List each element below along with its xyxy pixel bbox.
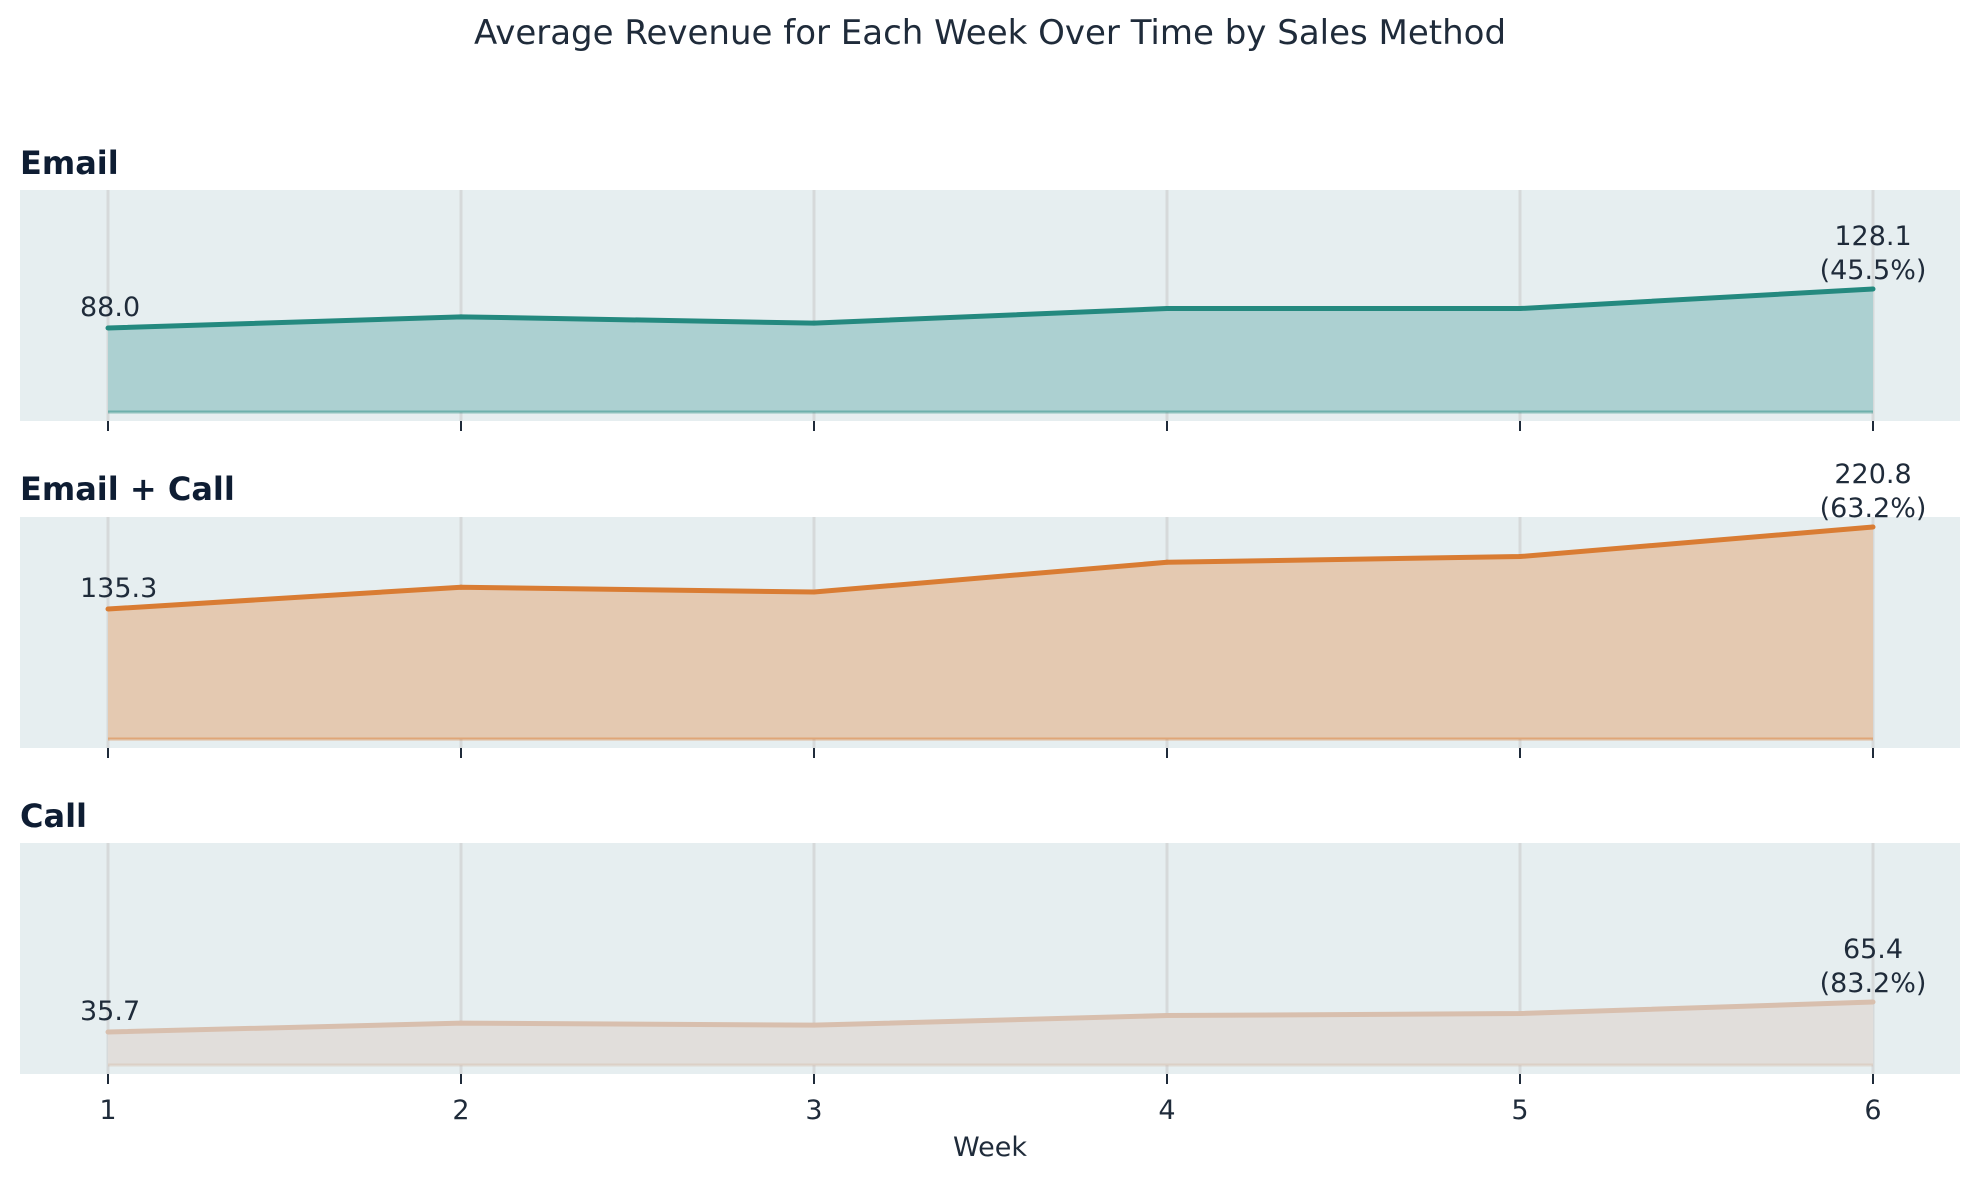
series-line bbox=[107, 999, 1874, 1035]
chart-title: Average Revenue for Each Week Over Time … bbox=[474, 13, 1506, 53]
data-point bbox=[458, 584, 464, 590]
data-point bbox=[811, 589, 817, 595]
x-tick-label: 6 bbox=[1864, 1095, 1881, 1126]
series-line bbox=[107, 286, 1874, 331]
start-value-label: 35.7 bbox=[80, 996, 140, 1027]
data-point bbox=[1164, 559, 1170, 565]
panel-call: Call 35.7 65.4(83.2%) 1 2 3 4 5 6 bbox=[20, 797, 1960, 1126]
data-point bbox=[1517, 554, 1523, 560]
data-point bbox=[458, 1020, 464, 1026]
end-value-label: 220.8 bbox=[1834, 459, 1911, 490]
end-value-label: 128.1 bbox=[1834, 221, 1911, 252]
panel-email: Email 88.0 128.1(45.5%) bbox=[20, 144, 1960, 431]
x-tick-label: 5 bbox=[1511, 1095, 1528, 1126]
end-percent-label: (45.5%) bbox=[1820, 255, 1927, 286]
data-point bbox=[105, 325, 111, 331]
data-point bbox=[105, 1029, 111, 1035]
area-fill bbox=[108, 1002, 1873, 1065]
data-point bbox=[811, 1022, 817, 1028]
data-point bbox=[811, 320, 817, 326]
data-point bbox=[105, 606, 111, 612]
x-tick-label: 3 bbox=[805, 1095, 822, 1126]
panel-title: Email bbox=[20, 144, 119, 182]
data-point bbox=[458, 314, 464, 320]
x-tick-label: 4 bbox=[1158, 1095, 1175, 1126]
series-line bbox=[107, 524, 1874, 612]
x-tick-label: 1 bbox=[99, 1095, 116, 1126]
data-point bbox=[1870, 999, 1876, 1005]
end-percent-label: (63.2%) bbox=[1820, 493, 1927, 524]
panel-title: Email + Call bbox=[20, 470, 235, 508]
x-tick-label: 2 bbox=[452, 1095, 469, 1126]
data-point bbox=[1164, 306, 1170, 312]
data-point bbox=[1164, 1013, 1170, 1019]
panel-title: Call bbox=[20, 797, 87, 835]
panel-email-call: Email + Call 135.3 220.8(63.2%) bbox=[20, 459, 1960, 758]
data-point bbox=[1870, 524, 1876, 530]
end-value-label: 65.4 bbox=[1843, 934, 1903, 965]
start-value-label: 135.3 bbox=[80, 573, 157, 604]
start-value-label: 88.0 bbox=[80, 292, 140, 323]
data-point bbox=[1870, 286, 1876, 292]
data-point bbox=[1517, 306, 1523, 312]
area-fill bbox=[108, 527, 1873, 739]
x-axis-label: Week bbox=[953, 1132, 1027, 1163]
end-percent-label: (83.2%) bbox=[1820, 968, 1927, 999]
data-point bbox=[1517, 1011, 1523, 1017]
